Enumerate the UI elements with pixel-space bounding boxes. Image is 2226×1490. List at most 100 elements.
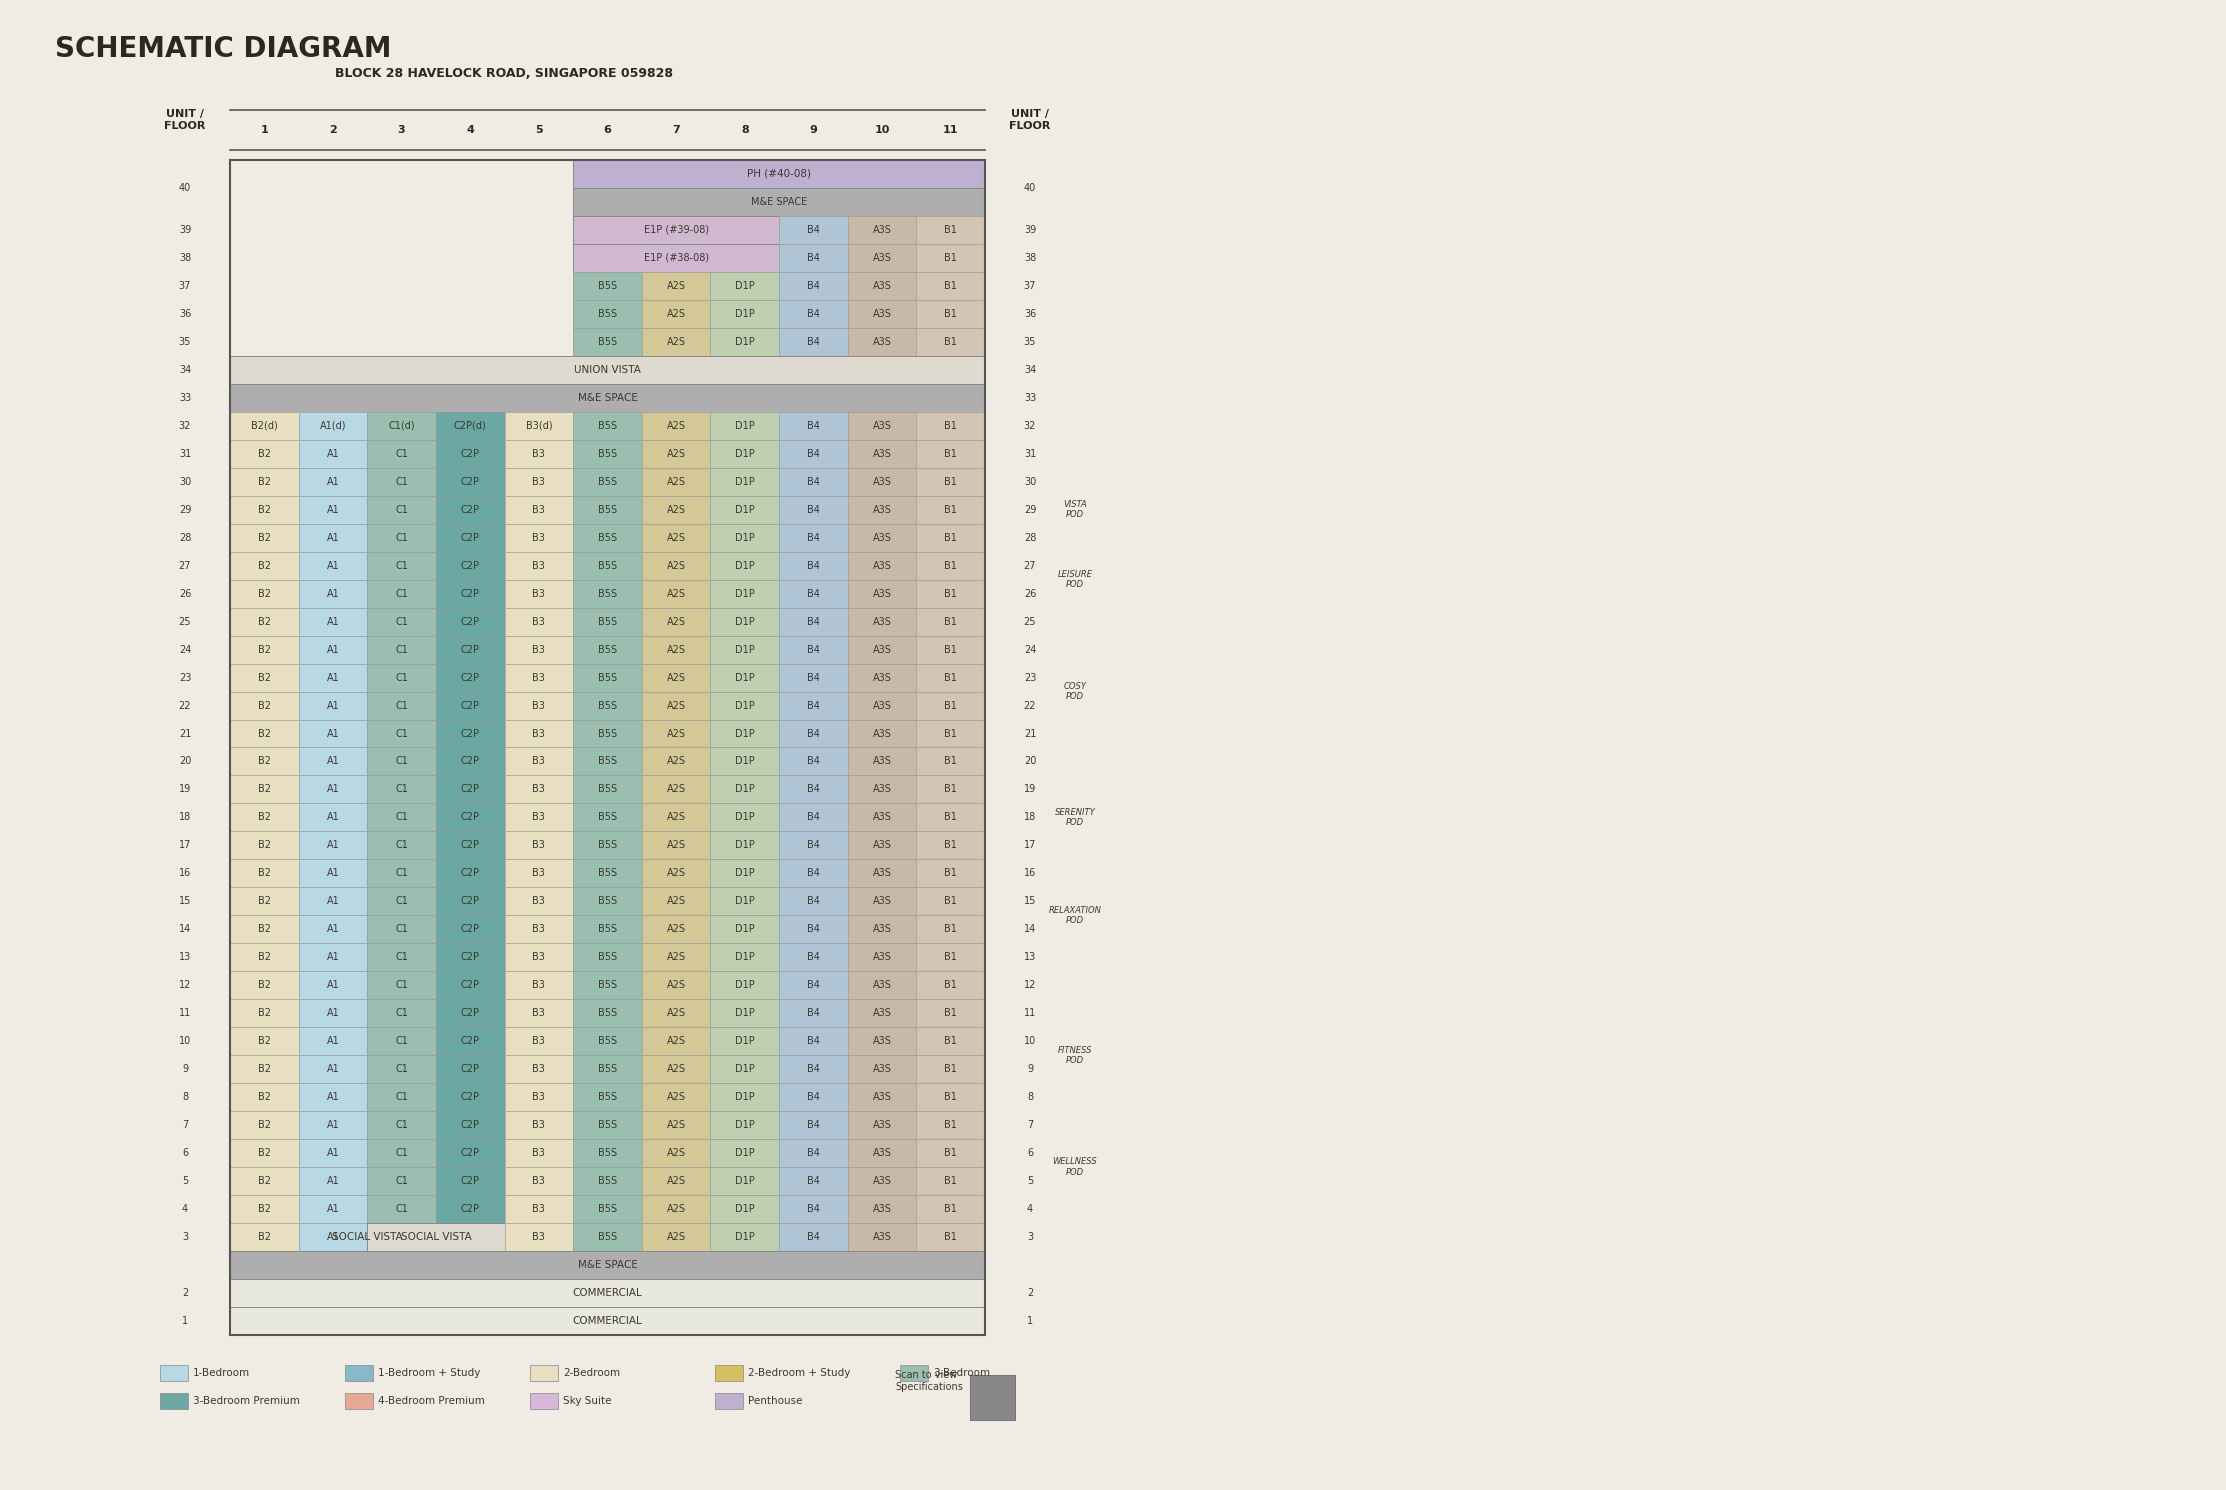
Text: 18: 18: [178, 812, 191, 822]
Bar: [641, 440, 710, 468]
Text: D1P: D1P: [735, 533, 755, 542]
Text: B3: B3: [532, 1232, 545, 1243]
Bar: [848, 1223, 917, 1252]
Bar: [505, 1195, 572, 1223]
Bar: [779, 1112, 848, 1140]
Bar: [779, 1223, 848, 1252]
Text: A3S: A3S: [873, 308, 890, 319]
Bar: [229, 523, 298, 551]
Bar: [917, 691, 984, 720]
Bar: [229, 1223, 298, 1252]
Text: B5S: B5S: [599, 589, 617, 599]
Text: B2: B2: [258, 533, 272, 542]
Text: A2S: A2S: [666, 308, 686, 319]
Text: A1: A1: [327, 1009, 338, 1018]
Bar: [229, 971, 298, 1000]
Bar: [436, 551, 505, 580]
Bar: [367, 971, 436, 1000]
Text: UNIT /
FLOOR: UNIT / FLOOR: [165, 109, 205, 131]
Bar: [641, 803, 710, 831]
Bar: [345, 1365, 374, 1381]
Text: A3S: A3S: [873, 589, 890, 599]
Bar: [298, 1000, 367, 1027]
Text: C2P: C2P: [461, 980, 481, 991]
Text: 13: 13: [178, 952, 191, 963]
Text: C2P: C2P: [461, 560, 481, 571]
Bar: [710, 271, 779, 299]
Bar: [779, 888, 848, 915]
Bar: [917, 748, 984, 775]
Bar: [367, 411, 436, 440]
Bar: [229, 1167, 298, 1195]
Bar: [229, 159, 984, 1335]
Bar: [298, 411, 367, 440]
Bar: [229, 496, 298, 523]
Text: D1P: D1P: [735, 784, 755, 794]
Bar: [848, 328, 917, 356]
Text: B1: B1: [944, 337, 957, 347]
Bar: [779, 1167, 848, 1195]
Text: C2P: C2P: [461, 897, 481, 906]
Text: B3: B3: [532, 589, 545, 599]
Text: A1: A1: [327, 589, 338, 599]
Text: 20: 20: [1024, 757, 1035, 766]
Text: 36: 36: [178, 308, 191, 319]
Bar: [641, 1223, 710, 1252]
Text: A1: A1: [327, 1204, 338, 1214]
Text: A3S: A3S: [873, 420, 890, 431]
Bar: [710, 860, 779, 888]
Text: D1P: D1P: [735, 1092, 755, 1103]
Bar: [710, 663, 779, 691]
Text: 37: 37: [1024, 282, 1035, 291]
Text: A2S: A2S: [666, 840, 686, 851]
Bar: [641, 831, 710, 860]
Text: A3S: A3S: [873, 840, 890, 851]
Bar: [367, 748, 436, 775]
Text: UNIT /
FLOOR: UNIT / FLOOR: [1008, 109, 1051, 131]
Bar: [229, 1112, 298, 1140]
Text: B5S: B5S: [599, 729, 617, 739]
Bar: [572, 691, 641, 720]
Text: 10: 10: [875, 125, 890, 136]
Bar: [641, 468, 710, 496]
Text: B1: B1: [944, 560, 957, 571]
Bar: [710, 775, 779, 803]
Text: C1: C1: [396, 1204, 407, 1214]
Text: E1P (#39-08): E1P (#39-08): [643, 225, 708, 235]
Text: B5S: B5S: [599, 952, 617, 963]
Bar: [917, 411, 984, 440]
Bar: [436, 580, 505, 608]
Text: A3S: A3S: [873, 477, 890, 487]
Bar: [917, 468, 984, 496]
Bar: [779, 720, 848, 748]
Text: B1: B1: [944, 308, 957, 319]
Text: C1: C1: [396, 505, 407, 514]
Text: B5S: B5S: [599, 337, 617, 347]
Bar: [779, 216, 848, 244]
Bar: [367, 440, 436, 468]
Bar: [917, 803, 984, 831]
Bar: [572, 860, 641, 888]
Bar: [779, 1083, 848, 1112]
Text: M&E SPACE: M&E SPACE: [577, 393, 637, 402]
Text: A1: A1: [327, 1149, 338, 1158]
Text: A1: A1: [327, 784, 338, 794]
Bar: [917, 1140, 984, 1167]
Bar: [505, 523, 572, 551]
Bar: [436, 551, 505, 580]
Text: C2P: C2P: [461, 1009, 481, 1018]
Bar: [641, 1000, 710, 1027]
Bar: [367, 691, 436, 720]
Text: A3S: A3S: [873, 757, 890, 766]
Text: B4: B4: [808, 645, 819, 654]
Bar: [298, 411, 367, 440]
Bar: [848, 271, 917, 299]
Text: 32: 32: [1024, 420, 1035, 431]
Bar: [298, 523, 367, 551]
Bar: [779, 1027, 848, 1055]
Text: A2S: A2S: [666, 1009, 686, 1018]
Text: 3-Bedroom Premium: 3-Bedroom Premium: [194, 1396, 301, 1407]
Text: A3S: A3S: [873, 282, 890, 291]
Text: C1: C1: [396, 980, 407, 991]
Bar: [229, 1195, 298, 1223]
